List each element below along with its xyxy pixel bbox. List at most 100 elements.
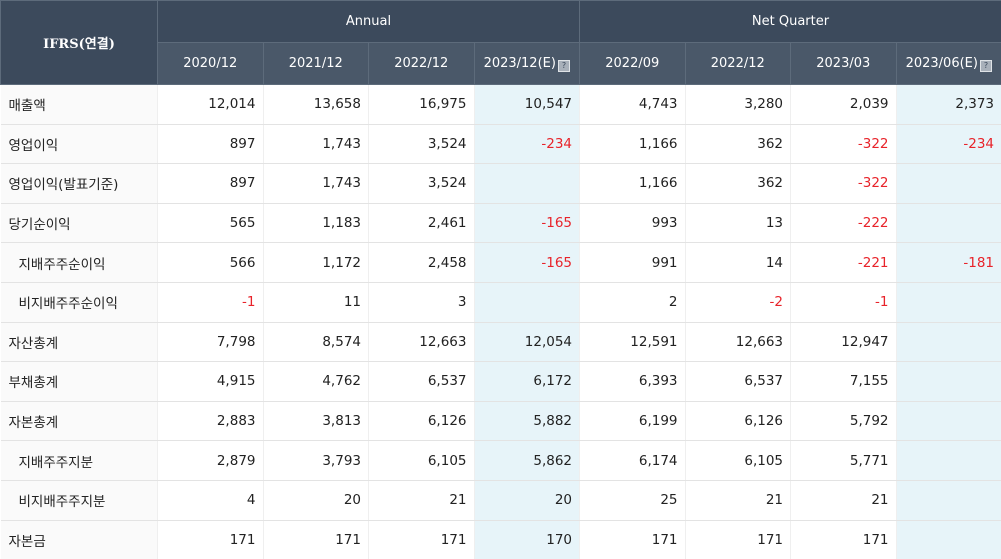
value-cell: 171 — [263, 520, 369, 559]
period-header: 2022/12 — [685, 43, 791, 85]
period-label: 2023/06(E) — [906, 56, 978, 71]
value-cell: 5,771 — [791, 441, 897, 481]
row-label: 지배주주순이익 — [1, 243, 158, 283]
value-cell: 171 — [791, 520, 897, 559]
value-cell: 1,166 — [580, 164, 686, 204]
period-label: 2023/12(E) — [484, 56, 556, 71]
value-cell: 12,014 — [158, 85, 264, 125]
value-cell: 2,458 — [369, 243, 475, 283]
value-cell — [896, 480, 1001, 520]
value-cell: 6,199 — [580, 401, 686, 441]
value-cell: -322 — [791, 164, 897, 204]
value-cell: 991 — [580, 243, 686, 283]
value-cell: 2,373 — [896, 85, 1001, 125]
value-cell: 6,105 — [685, 441, 791, 481]
period-label: 2021/12 — [289, 56, 343, 71]
value-cell: 4 — [158, 480, 264, 520]
value-cell — [896, 282, 1001, 322]
value-cell: 7,155 — [791, 362, 897, 402]
row-label: 자본금 — [1, 520, 158, 559]
value-cell: 993 — [580, 203, 686, 243]
value-cell: 3,524 — [369, 124, 475, 164]
value-cell: 8,574 — [263, 322, 369, 362]
value-cell: 2,883 — [158, 401, 264, 441]
value-cell — [896, 203, 1001, 243]
period-header: 2022/09 — [580, 43, 686, 85]
value-cell: -165 — [474, 203, 580, 243]
value-cell: 3,793 — [263, 441, 369, 481]
row-label: 부채총계 — [1, 362, 158, 402]
value-cell — [896, 164, 1001, 204]
value-cell — [474, 282, 580, 322]
value-cell — [896, 322, 1001, 362]
value-cell — [896, 362, 1001, 402]
period-label: 2022/09 — [605, 56, 659, 71]
row-label: 지배주주지분 — [1, 441, 158, 481]
value-cell: 1,743 — [263, 124, 369, 164]
value-cell: 565 — [158, 203, 264, 243]
row-label: 영업이익 — [1, 124, 158, 164]
value-cell: 5,862 — [474, 441, 580, 481]
estimate-info-icon[interactable]: ? — [558, 60, 570, 72]
value-cell: -2 — [685, 282, 791, 322]
value-cell: 171 — [369, 520, 475, 559]
value-cell: 4,743 — [580, 85, 686, 125]
annual-group-header: Annual — [158, 1, 580, 43]
value-cell: -1 — [791, 282, 897, 322]
value-cell: 21 — [369, 480, 475, 520]
value-cell: 362 — [685, 124, 791, 164]
row-label: 자본총계 — [1, 401, 158, 441]
value-cell: 1,166 — [580, 124, 686, 164]
value-cell: 3,524 — [369, 164, 475, 204]
value-cell: 3,280 — [685, 85, 791, 125]
value-cell: -234 — [896, 124, 1001, 164]
value-cell: -322 — [791, 124, 897, 164]
value-cell: -165 — [474, 243, 580, 283]
value-cell: 1,172 — [263, 243, 369, 283]
value-cell: 10,547 — [474, 85, 580, 125]
period-label: 2022/12 — [394, 56, 448, 71]
estimate-info-icon[interactable]: ? — [980, 60, 992, 72]
value-cell: 171 — [685, 520, 791, 559]
period-header: 2023/06(E)? — [896, 43, 1001, 85]
period-header: 2020/12 — [158, 43, 264, 85]
row-label: 비지배주주지분 — [1, 480, 158, 520]
value-cell: 13 — [685, 203, 791, 243]
value-cell: -1 — [158, 282, 264, 322]
value-cell — [896, 401, 1001, 441]
value-cell: 12,663 — [685, 322, 791, 362]
value-cell: 3 — [369, 282, 475, 322]
period-label: 2022/12 — [711, 56, 765, 71]
value-cell: 4,915 — [158, 362, 264, 402]
value-cell: 2,039 — [791, 85, 897, 125]
value-cell: 6,537 — [369, 362, 475, 402]
value-cell — [896, 520, 1001, 559]
value-cell: 7,798 — [158, 322, 264, 362]
period-header: 2022/12 — [369, 43, 475, 85]
value-cell: 12,054 — [474, 322, 580, 362]
value-cell: 16,975 — [369, 85, 475, 125]
period-label: 2020/12 — [183, 56, 237, 71]
value-cell: 6,537 — [685, 362, 791, 402]
value-cell: 566 — [158, 243, 264, 283]
value-cell — [474, 164, 580, 204]
period-label: 2023/03 — [816, 56, 870, 71]
value-cell: 12,591 — [580, 322, 686, 362]
value-cell: 170 — [474, 520, 580, 559]
period-header: 2021/12 — [263, 43, 369, 85]
value-cell: -221 — [791, 243, 897, 283]
value-cell: 12,663 — [369, 322, 475, 362]
value-cell: 21 — [685, 480, 791, 520]
ifrs-basis-header: IFRS(연결) — [1, 1, 158, 85]
value-cell: -181 — [896, 243, 1001, 283]
net-quarter-group-header: Net Quarter — [580, 1, 1001, 43]
value-cell — [896, 441, 1001, 481]
